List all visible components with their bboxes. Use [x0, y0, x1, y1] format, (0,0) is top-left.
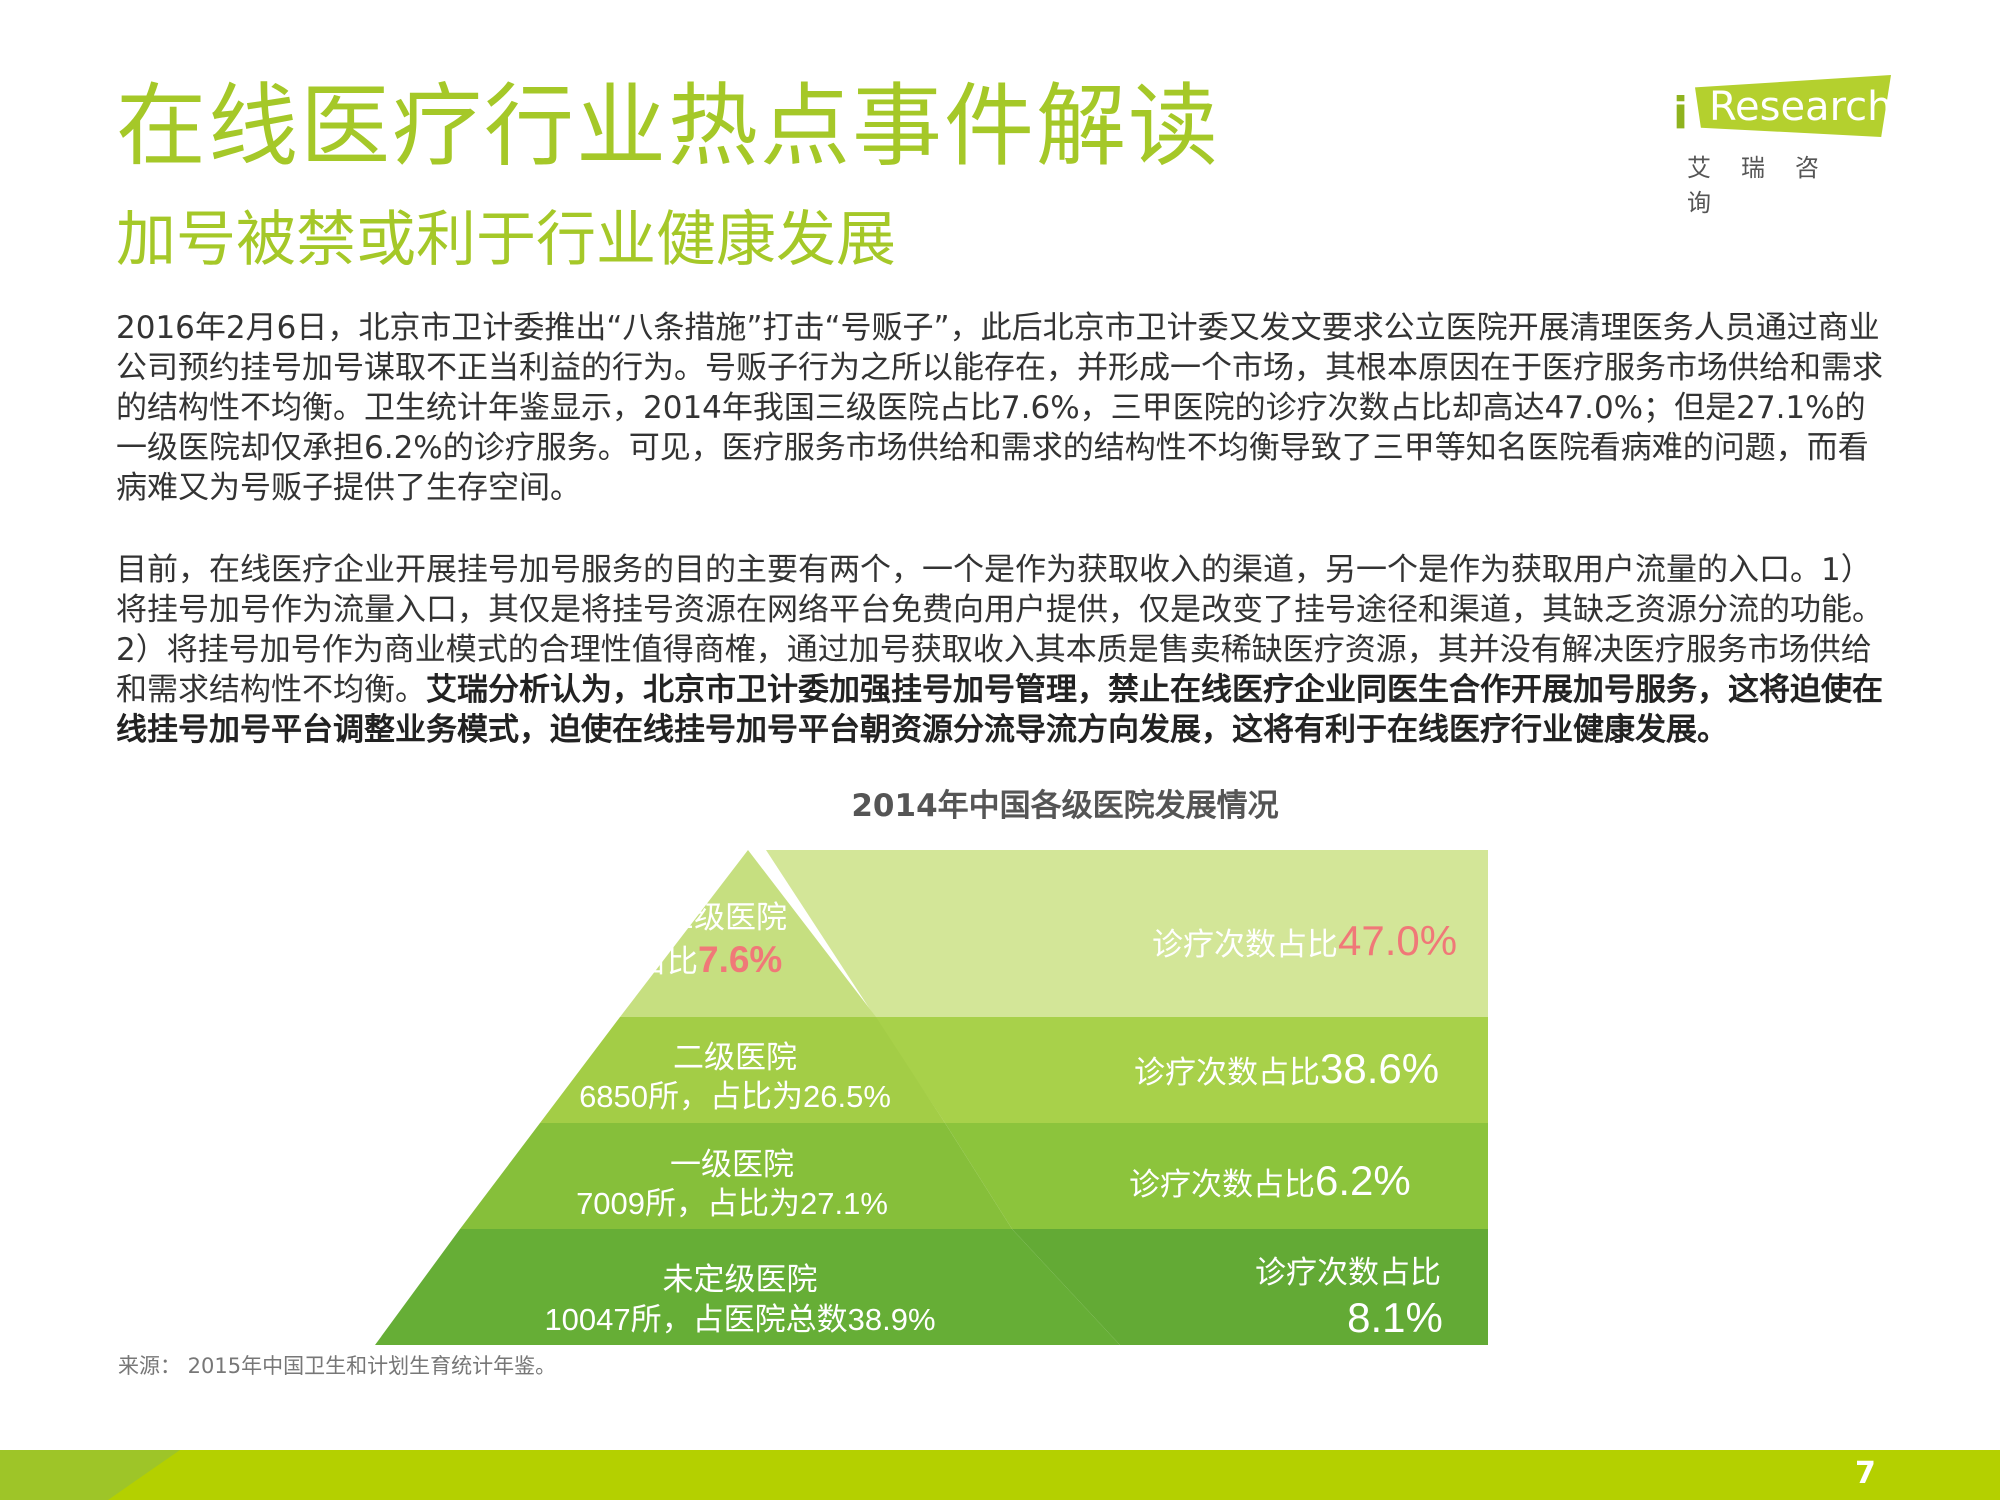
pyramid-tier4 — [375, 1229, 1120, 1345]
tier1-visits-value: 47.0% — [1338, 917, 1457, 964]
page-title: 在线医疗行业热点事件解读 — [116, 74, 1220, 179]
paragraph-2-conclusion: 艾瑞分析认为，北京市卫计委加强挂号加号管理，禁止在线医疗企业同医生合作开展加号服… — [116, 672, 1883, 748]
logo-banner — [1695, 75, 1891, 137]
footer-bar — [0, 1450, 2000, 1500]
tier4-visits-value: 8.1% — [1347, 1294, 1443, 1341]
iresearch-logo: i Research 艾瑞咨询 — [1665, 70, 1895, 217]
tier2-visits-value: 38.6% — [1320, 1045, 1439, 1092]
visits-band-tier4 — [1012, 1229, 1488, 1345]
paragraph-2-normal: 目前，在线医疗企业开展挂号加号服务的目的主要有两个，一个是作为获取收入的渠道，另… — [116, 552, 1883, 708]
paragraph-2: 目前，在线医疗企业开展挂号加号服务的目的主要有两个，一个是作为获取收入的渠道，另… — [116, 550, 1896, 750]
pyramid-tier2 — [540, 1017, 945, 1123]
tier3-visits-label: 诊疗次数占比 — [1129, 1167, 1315, 1202]
tier4-share: 10047所，占医院总数38.9% — [544, 1302, 935, 1337]
logo-brand: Research — [1709, 84, 1893, 130]
paragraph-1: 2016年2月6日，北京市卫计委推出“八条措施”打击“号贩子”，此后北京市卫计委… — [116, 310, 1883, 506]
tier3-name: 一级医院 — [670, 1147, 794, 1182]
visits-band-tier2 — [875, 1017, 1488, 1123]
tier2-name: 二级医院 — [673, 1040, 797, 1075]
tier1-share-value: 7.6% — [698, 939, 782, 980]
source-note: 来源： 2015年中国卫生和计划生育统计年鉴。 — [118, 1354, 557, 1378]
tier1-share-label: 占比 — [636, 944, 698, 979]
visits-band-tier3 — [945, 1123, 1488, 1229]
tier4-visits-label: 诊疗次数占比 — [1255, 1255, 1441, 1290]
tier2-share: 6850所，占比为26.5% — [579, 1079, 891, 1114]
logo-i: i — [1673, 88, 1689, 139]
visits-band-tier1 — [766, 850, 1488, 1017]
tier3-visits-value: 6.2% — [1315, 1157, 1411, 1204]
pyramid-tier3 — [460, 1123, 1012, 1229]
tier1-visits-label: 诊疗次数占比 — [1152, 927, 1338, 962]
pyramid-tier1 — [620, 850, 876, 1017]
chart-title: 2014年中国各级医院发展情况 — [851, 788, 1279, 824]
tier2-visits-label: 诊疗次数占比 — [1134, 1055, 1320, 1090]
logo-chinese-name: 艾瑞咨询 — [1687, 154, 1849, 217]
page-subtitle: 加号被禁或利于行业健康发展 — [116, 205, 896, 275]
tier4-name: 未定级医院 — [663, 1262, 818, 1297]
page-number: 7 — [1855, 1456, 1876, 1491]
tier1-name: 三级医院 — [663, 900, 787, 935]
tier3-share: 7009所，占比为27.1% — [576, 1186, 888, 1221]
